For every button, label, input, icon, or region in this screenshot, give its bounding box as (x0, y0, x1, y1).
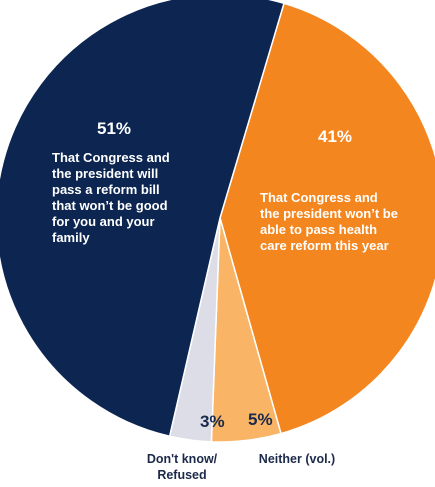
pie-slice-51 (0, 0, 285, 438)
pie-slice-41 (219, 2, 435, 435)
slice-description-5: Neither (vol.) (258, 452, 336, 466)
slice-description-41: That Congress and the president won’t be… (260, 190, 398, 253)
slice-description-3: Don't know/ Refused (146, 452, 218, 482)
slice-label-5: 5% (248, 410, 273, 429)
slice-description-51: That Congress and the president will pas… (52, 150, 170, 245)
slice-label-3: 3% (200, 412, 225, 431)
slice-label-41: 41% (318, 127, 353, 146)
slice-label-51: 51% (97, 119, 132, 138)
